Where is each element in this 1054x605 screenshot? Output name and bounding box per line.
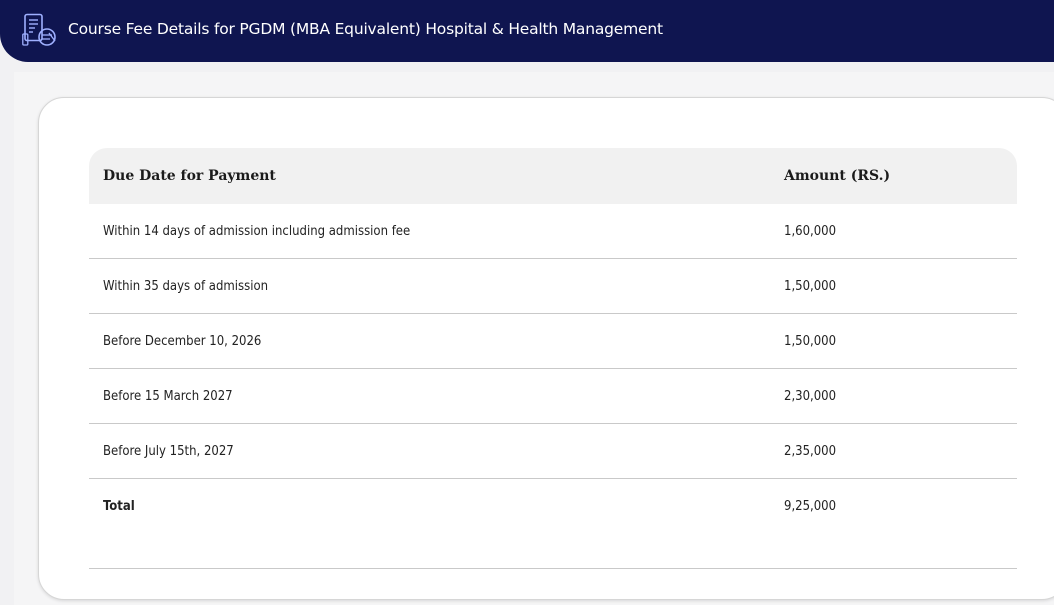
- amount-column-header: Amount (RS.): [784, 148, 1017, 204]
- table-row: Within 35 days of admission 1,50,000: [89, 258, 1017, 314]
- total-label: Total: [89, 478, 784, 569]
- due-date-cell: Before December 10, 2026: [89, 313, 784, 369]
- due-date-cell: Before 15 March 2027: [89, 368, 784, 424]
- table-row: Before December 10, 2026 1,50,000: [89, 313, 1017, 369]
- total-amount: 9,25,000: [784, 478, 1017, 569]
- amount-cell: 1,60,000: [784, 204, 1017, 259]
- due-date-cell: Before July 15th, 2027: [89, 423, 784, 479]
- table-row: Before July 15th, 2027 2,35,000: [89, 423, 1017, 479]
- amount-cell: 2,35,000: [784, 423, 1017, 479]
- total-row: Total 9,25,000: [89, 478, 1017, 569]
- table-row: Before 15 March 2027 2,30,000: [89, 368, 1017, 424]
- page-header: Course Fee Details for PGDM (MBA Equival…: [0, 0, 1054, 62]
- fee-table: Due Date for Payment Amount (RS.) Within…: [89, 148, 1017, 569]
- amount-cell: 2,30,000: [784, 368, 1017, 424]
- amount-cell: 1,50,000: [784, 313, 1017, 369]
- fee-receipt-icon: [22, 13, 60, 49]
- table-row: Within 14 days of admission including ad…: [89, 204, 1017, 259]
- page-title: Course Fee Details for PGDM (MBA Equival…: [68, 20, 663, 38]
- due-date-column-header: Due Date for Payment: [89, 148, 784, 204]
- due-date-cell: Within 14 days of admission including ad…: [89, 204, 784, 259]
- amount-cell: 1,50,000: [784, 258, 1017, 314]
- table-header-row: Due Date for Payment Amount (RS.): [89, 148, 1017, 204]
- due-date-cell: Within 35 days of admission: [89, 258, 784, 314]
